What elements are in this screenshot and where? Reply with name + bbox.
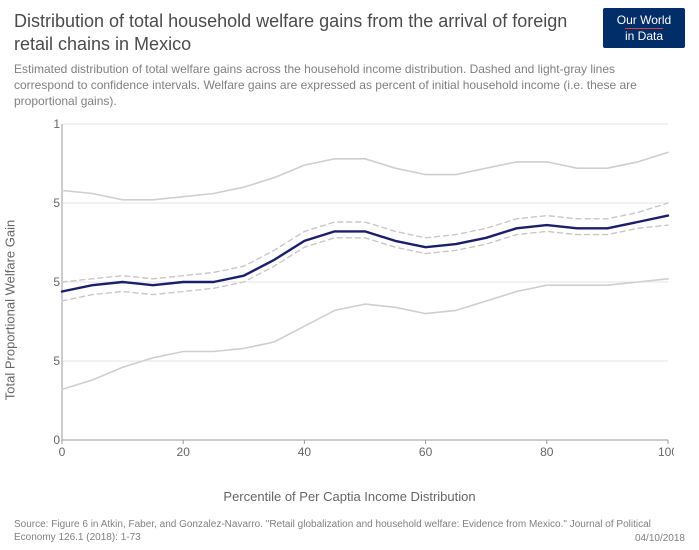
date-label: 04/10/2018 — [635, 533, 685, 544]
y-axis-label: Total Proportional Welfare Gain — [3, 220, 18, 400]
logo-line1: Our World — [617, 14, 671, 27]
svg-text:100: 100 — [658, 445, 674, 459]
x-axis-label: Percentile of Per Captia Income Distribu… — [14, 489, 685, 504]
svg-text:.1: .1 — [54, 118, 60, 131]
chart-subtitle: Estimated distribution of total welfare … — [14, 61, 654, 110]
chart-page: Distribution of total household welfare … — [0, 0, 699, 550]
svg-text:80: 80 — [540, 445, 554, 459]
logo-line2: in Data — [625, 28, 663, 43]
svg-text:60: 60 — [419, 445, 433, 459]
svg-text:0: 0 — [59, 445, 66, 459]
svg-text:20: 20 — [177, 445, 191, 459]
owid-logo: Our World in Data — [603, 8, 685, 48]
svg-text:.05: .05 — [54, 275, 60, 289]
svg-text:40: 40 — [298, 445, 312, 459]
svg-text:.075: .075 — [54, 196, 60, 210]
svg-text:.025: .025 — [54, 354, 60, 368]
source-footer: Source: Figure 6 in Atkin, Faber, and Go… — [14, 518, 685, 544]
chart-title: Distribution of total household welfare … — [14, 10, 574, 55]
header: Distribution of total household welfare … — [0, 0, 699, 110]
line-chart-svg: 0.025.05.075.1020406080100 — [54, 118, 674, 460]
chart-area: Total Proportional Welfare Gain 0.025.05… — [14, 118, 685, 502]
